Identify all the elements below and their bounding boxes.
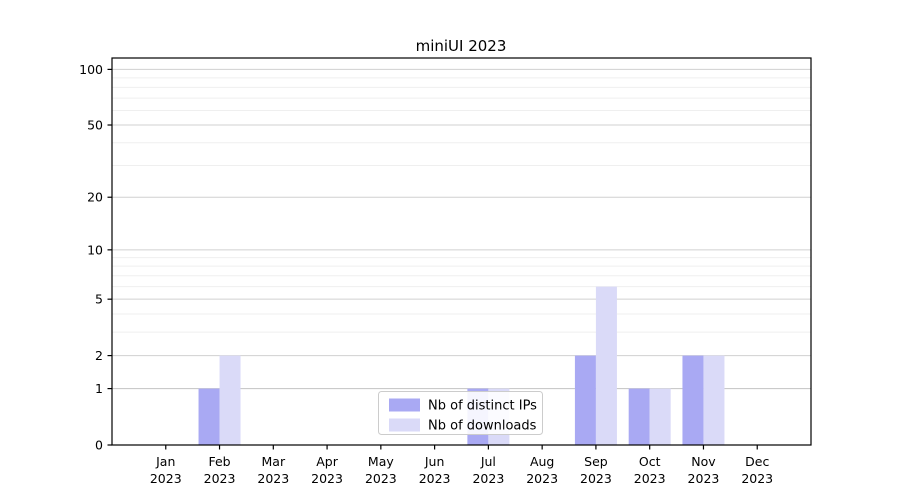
x-tick-label-month-apr: Apr <box>316 454 338 469</box>
x-tick-label-year-jun: 2023 <box>419 471 451 486</box>
x-tick-label-year-jan: 2023 <box>150 471 182 486</box>
bar-downloads-oct <box>649 388 671 445</box>
x-tick-label-year-dec: 2023 <box>741 471 773 486</box>
legend: Nb of distinct IPs Nb of downloads <box>378 391 543 435</box>
x-tick-label-month-oct: Oct <box>639 454 661 469</box>
y-tick-label-5: 5 <box>95 292 103 307</box>
x-tick-label-year-oct: 2023 <box>634 471 666 486</box>
bar-downloads-sep <box>595 286 617 445</box>
bar-distinct-ips-sep <box>574 355 596 445</box>
x-tick-label-year-feb: 2023 <box>204 471 236 486</box>
bar-distinct-ips-feb <box>198 388 220 445</box>
bar-distinct-ips-nov <box>682 355 704 445</box>
y-tick-label-100: 100 <box>79 62 103 77</box>
y-tick-label-1: 1 <box>95 381 103 396</box>
minor-gridlines <box>112 77 811 333</box>
x-tick-label-month-dec: Dec <box>745 454 769 469</box>
y-tick-label-0: 0 <box>95 438 103 453</box>
bar-distinct-ips-oct <box>628 388 650 445</box>
y-tick-label-20: 20 <box>87 190 103 205</box>
bar-downloads-feb <box>219 355 241 445</box>
x-tick-label-year-sep: 2023 <box>580 471 612 486</box>
x-tick-label-month-nov: Nov <box>691 454 716 469</box>
x-tick-label-year-may: 2023 <box>365 471 397 486</box>
x-tick-label-year-mar: 2023 <box>257 471 289 486</box>
x-tick-label-year-nov: 2023 <box>688 471 720 486</box>
x-axis-ticks: Jan 2023 Feb 2023 Mar 2023 Apr 2023 May 2023 Jun 20… <box>150 445 773 486</box>
y-tick-label-2: 2 <box>95 348 103 363</box>
y-axis-ticks: 0 1 2 5 10 20 50 100 <box>79 62 112 453</box>
x-tick-label-month-aug: Aug <box>530 454 554 469</box>
x-tick-label-month-jan: Jan <box>155 454 175 469</box>
legend-swatch-distinct-ips <box>389 398 420 412</box>
x-tick-label-month-jul: Jul <box>480 454 496 469</box>
x-tick-label-month-jun: Jun <box>424 454 445 469</box>
legend-swatch-downloads <box>389 418 420 432</box>
plot-border <box>111 57 812 446</box>
legend-label-distinct-ips: Nb of distinct IPs <box>428 399 537 414</box>
bar-downloads-nov <box>703 355 725 445</box>
chart-title: miniUI 2023 <box>416 37 507 55</box>
x-tick-label-month-sep: Sep <box>584 454 608 469</box>
x-tick-label-year-jul: 2023 <box>472 471 504 486</box>
x-tick-label-year-aug: 2023 <box>526 471 558 486</box>
x-tick-label-month-feb: Feb <box>208 454 230 469</box>
legend-label-downloads: Nb of downloads <box>428 419 537 434</box>
major-gridlines <box>112 68 811 390</box>
x-tick-label-year-apr: 2023 <box>311 471 343 486</box>
x-tick-label-month-mar: Mar <box>262 454 286 469</box>
x-tick-label-month-may: May <box>368 454 394 469</box>
y-tick-label-50: 50 <box>87 118 103 133</box>
y-tick-label-10: 10 <box>87 242 103 257</box>
